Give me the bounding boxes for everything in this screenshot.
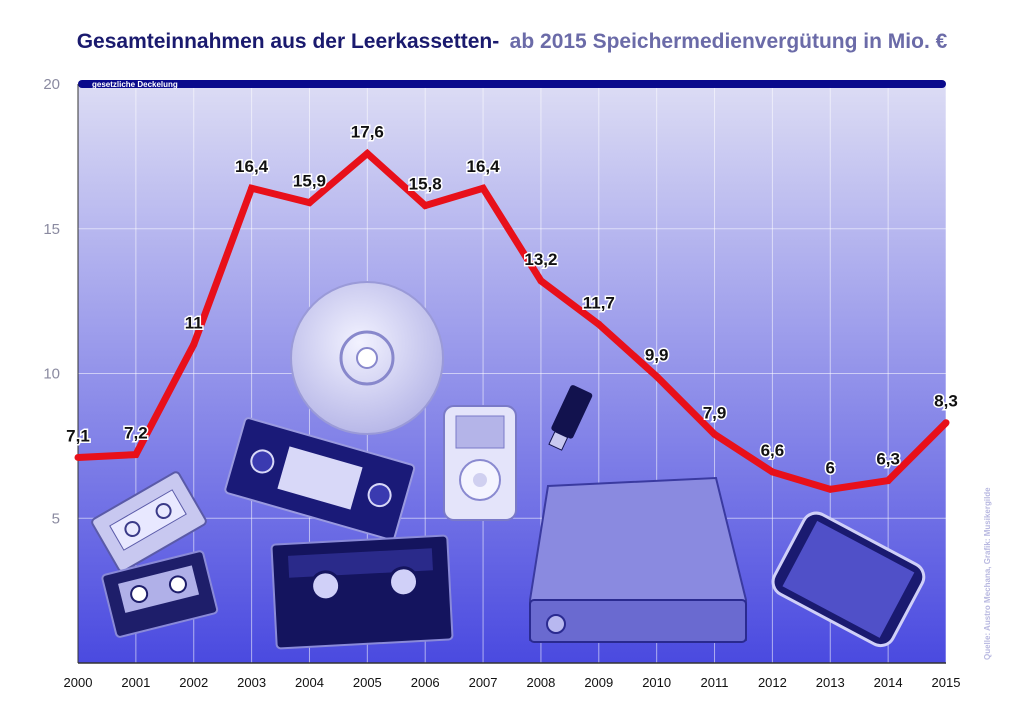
series-line-group [74,148,950,493]
cap-line: gesetzliche Deckelung [78,80,946,89]
data-label: 16,4 [235,157,269,176]
data-label: 7,9 [703,403,727,422]
mp3-player-icon [443,405,517,521]
x-tick-label: 2011 [701,675,729,690]
data-point [595,320,603,328]
data-label: 7,1 [66,426,90,445]
external-hdd-icon [529,476,747,643]
usb-stick-icon [548,385,593,451]
x-tick-label: 2008 [526,675,555,690]
x-tick-label: 2005 [353,675,382,690]
data-label: 15,8 [409,175,442,194]
data-labels: 7,1 7,2 11 16,4 15,9 17,6 15,8 16,4 13,2 11,7 9,9 7… [65,121,960,479]
data-point [479,184,487,192]
data-point [421,202,429,210]
y-tick-label: 15 [43,221,60,238]
data-label: 6,6 [761,441,785,460]
data-point [884,477,892,485]
x-tick-label: 2015 [932,675,961,690]
data-point [942,419,950,427]
data-label: 16,4 [467,157,501,176]
cap-label: gesetzliche Deckelung [92,80,178,89]
data-label: 6 [826,458,835,477]
data-point [363,149,371,157]
data-label: 17,6 [351,122,384,141]
data-label: 6,3 [876,450,900,469]
y-axis: 5 10 15 20 [43,76,79,663]
series-line [77,148,949,493]
x-tick-label: 2004 [295,675,324,690]
data-point [132,451,140,459]
x-tick-label: 2000 [64,675,93,690]
data-label: 13,2 [524,250,557,269]
chart-title: Gesamteinnahmen aus der Leerkassetten- a… [77,30,948,53]
data-label: 11,7 [583,293,615,312]
y-tick-label: 10 [43,366,60,383]
y-tick-label: 20 [43,76,60,93]
data-point [305,199,313,207]
x-tick-label: 2013 [816,675,845,690]
media-illustration [91,281,926,650]
cassette-icon [91,471,219,638]
source-note: Quelle: Austro Mechana, Grafik: Musikerg… [983,487,992,660]
x-tick-label: 2002 [179,675,208,690]
x-tick-label: 2003 [237,675,266,690]
data-point [653,372,661,380]
title-main: Gesamteinnahmen aus der Leerkassetten- [77,30,500,53]
data-point [768,468,776,476]
data-point [711,430,719,438]
title-subtitle: ab 2015 Speichermedienvergütung in Mio. … [510,30,948,53]
data-point [74,453,82,461]
x-axis: 2000 2001 2002 2003 2004 2005 2006 2007 2008 2009… [64,662,961,690]
data-point [826,485,834,493]
y-tick-label: 5 [52,510,60,527]
x-tick-label: 2010 [642,675,671,690]
x-tick-label: 2001 [121,675,150,690]
x-tick-label: 2012 [758,675,787,690]
smartphone-icon [771,511,926,648]
data-point [190,341,198,349]
x-tick-label: 2007 [469,675,498,690]
data-point [537,277,545,285]
data-label: 9,9 [645,345,669,364]
cd-icon [290,281,444,435]
data-label: 7,2 [124,424,148,443]
data-label: 8,3 [934,392,958,411]
x-tick-label: 2006 [411,675,440,690]
data-label: 11 [185,314,203,333]
data-point [248,184,256,192]
data-label: 15,9 [293,172,326,191]
x-tick-label: 2014 [874,675,903,690]
x-tick-label: 2009 [584,675,613,690]
vhs-tape-icon [224,417,454,650]
